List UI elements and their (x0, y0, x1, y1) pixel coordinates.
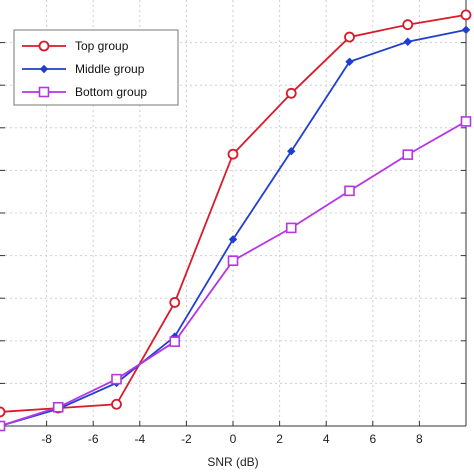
legend-marker-bottom-group (38, 86, 50, 98)
x-tick-labels: -8 -6 -4 -2 0 2 4 6 8 (41, 432, 423, 446)
data-point-bottom-group (111, 373, 122, 385)
data-point-bottom-group (227, 255, 239, 267)
legend-label-top-group: Top group (75, 39, 129, 53)
data-point-bottom-group (402, 149, 414, 160)
data-point-bottom-group (52, 401, 64, 413)
data-point-top-group (169, 297, 181, 308)
data-point-middle-group (461, 25, 471, 35)
data-point-middle-group (403, 37, 412, 46)
series-bottom-group (0, 116, 472, 432)
x-tick-label: -8 (41, 432, 52, 446)
data-point-bottom-group (0, 420, 6, 432)
legend-marker-top-group (38, 40, 50, 52)
data-point-top-group (344, 31, 355, 43)
data-point-bottom-group (460, 116, 472, 127)
x-tick-label: 4 (323, 432, 330, 446)
data-point-bottom-group (169, 336, 181, 347)
x-tick-label: -2 (181, 432, 192, 446)
data-point-top-group (402, 19, 414, 31)
x-tick-label: -4 (134, 432, 145, 446)
data-point-middle-group (228, 235, 238, 244)
legend-label-middle-group: Middle group (75, 62, 145, 76)
data-point-bottom-group (285, 222, 297, 234)
plot-frame (0, 0, 467, 427)
legend-marker-middle-group (39, 64, 49, 74)
data-point-top-group (0, 406, 6, 418)
data-point-top-group (285, 87, 297, 99)
x-tick-label: 6 (369, 432, 376, 446)
data-point-middle-group (287, 147, 296, 156)
data-point-top-group (111, 398, 122, 410)
legend: Top group Middle group Bottom group (13, 29, 179, 106)
series-group (0, 9, 472, 432)
data-point-top-group (460, 9, 472, 21)
data-point-top-group (227, 148, 239, 160)
x-tick-label: 0 (230, 432, 237, 446)
legend-label-bottom-group: Bottom group (75, 85, 147, 99)
x-tick-label: -6 (88, 432, 99, 446)
x-axis-label: SNR (dB) (207, 455, 258, 469)
data-point-middle-group (345, 57, 354, 66)
x-tick-label: 8 (416, 432, 423, 446)
x-tick-label: 2 (276, 432, 283, 446)
data-point-bottom-group (344, 185, 355, 197)
